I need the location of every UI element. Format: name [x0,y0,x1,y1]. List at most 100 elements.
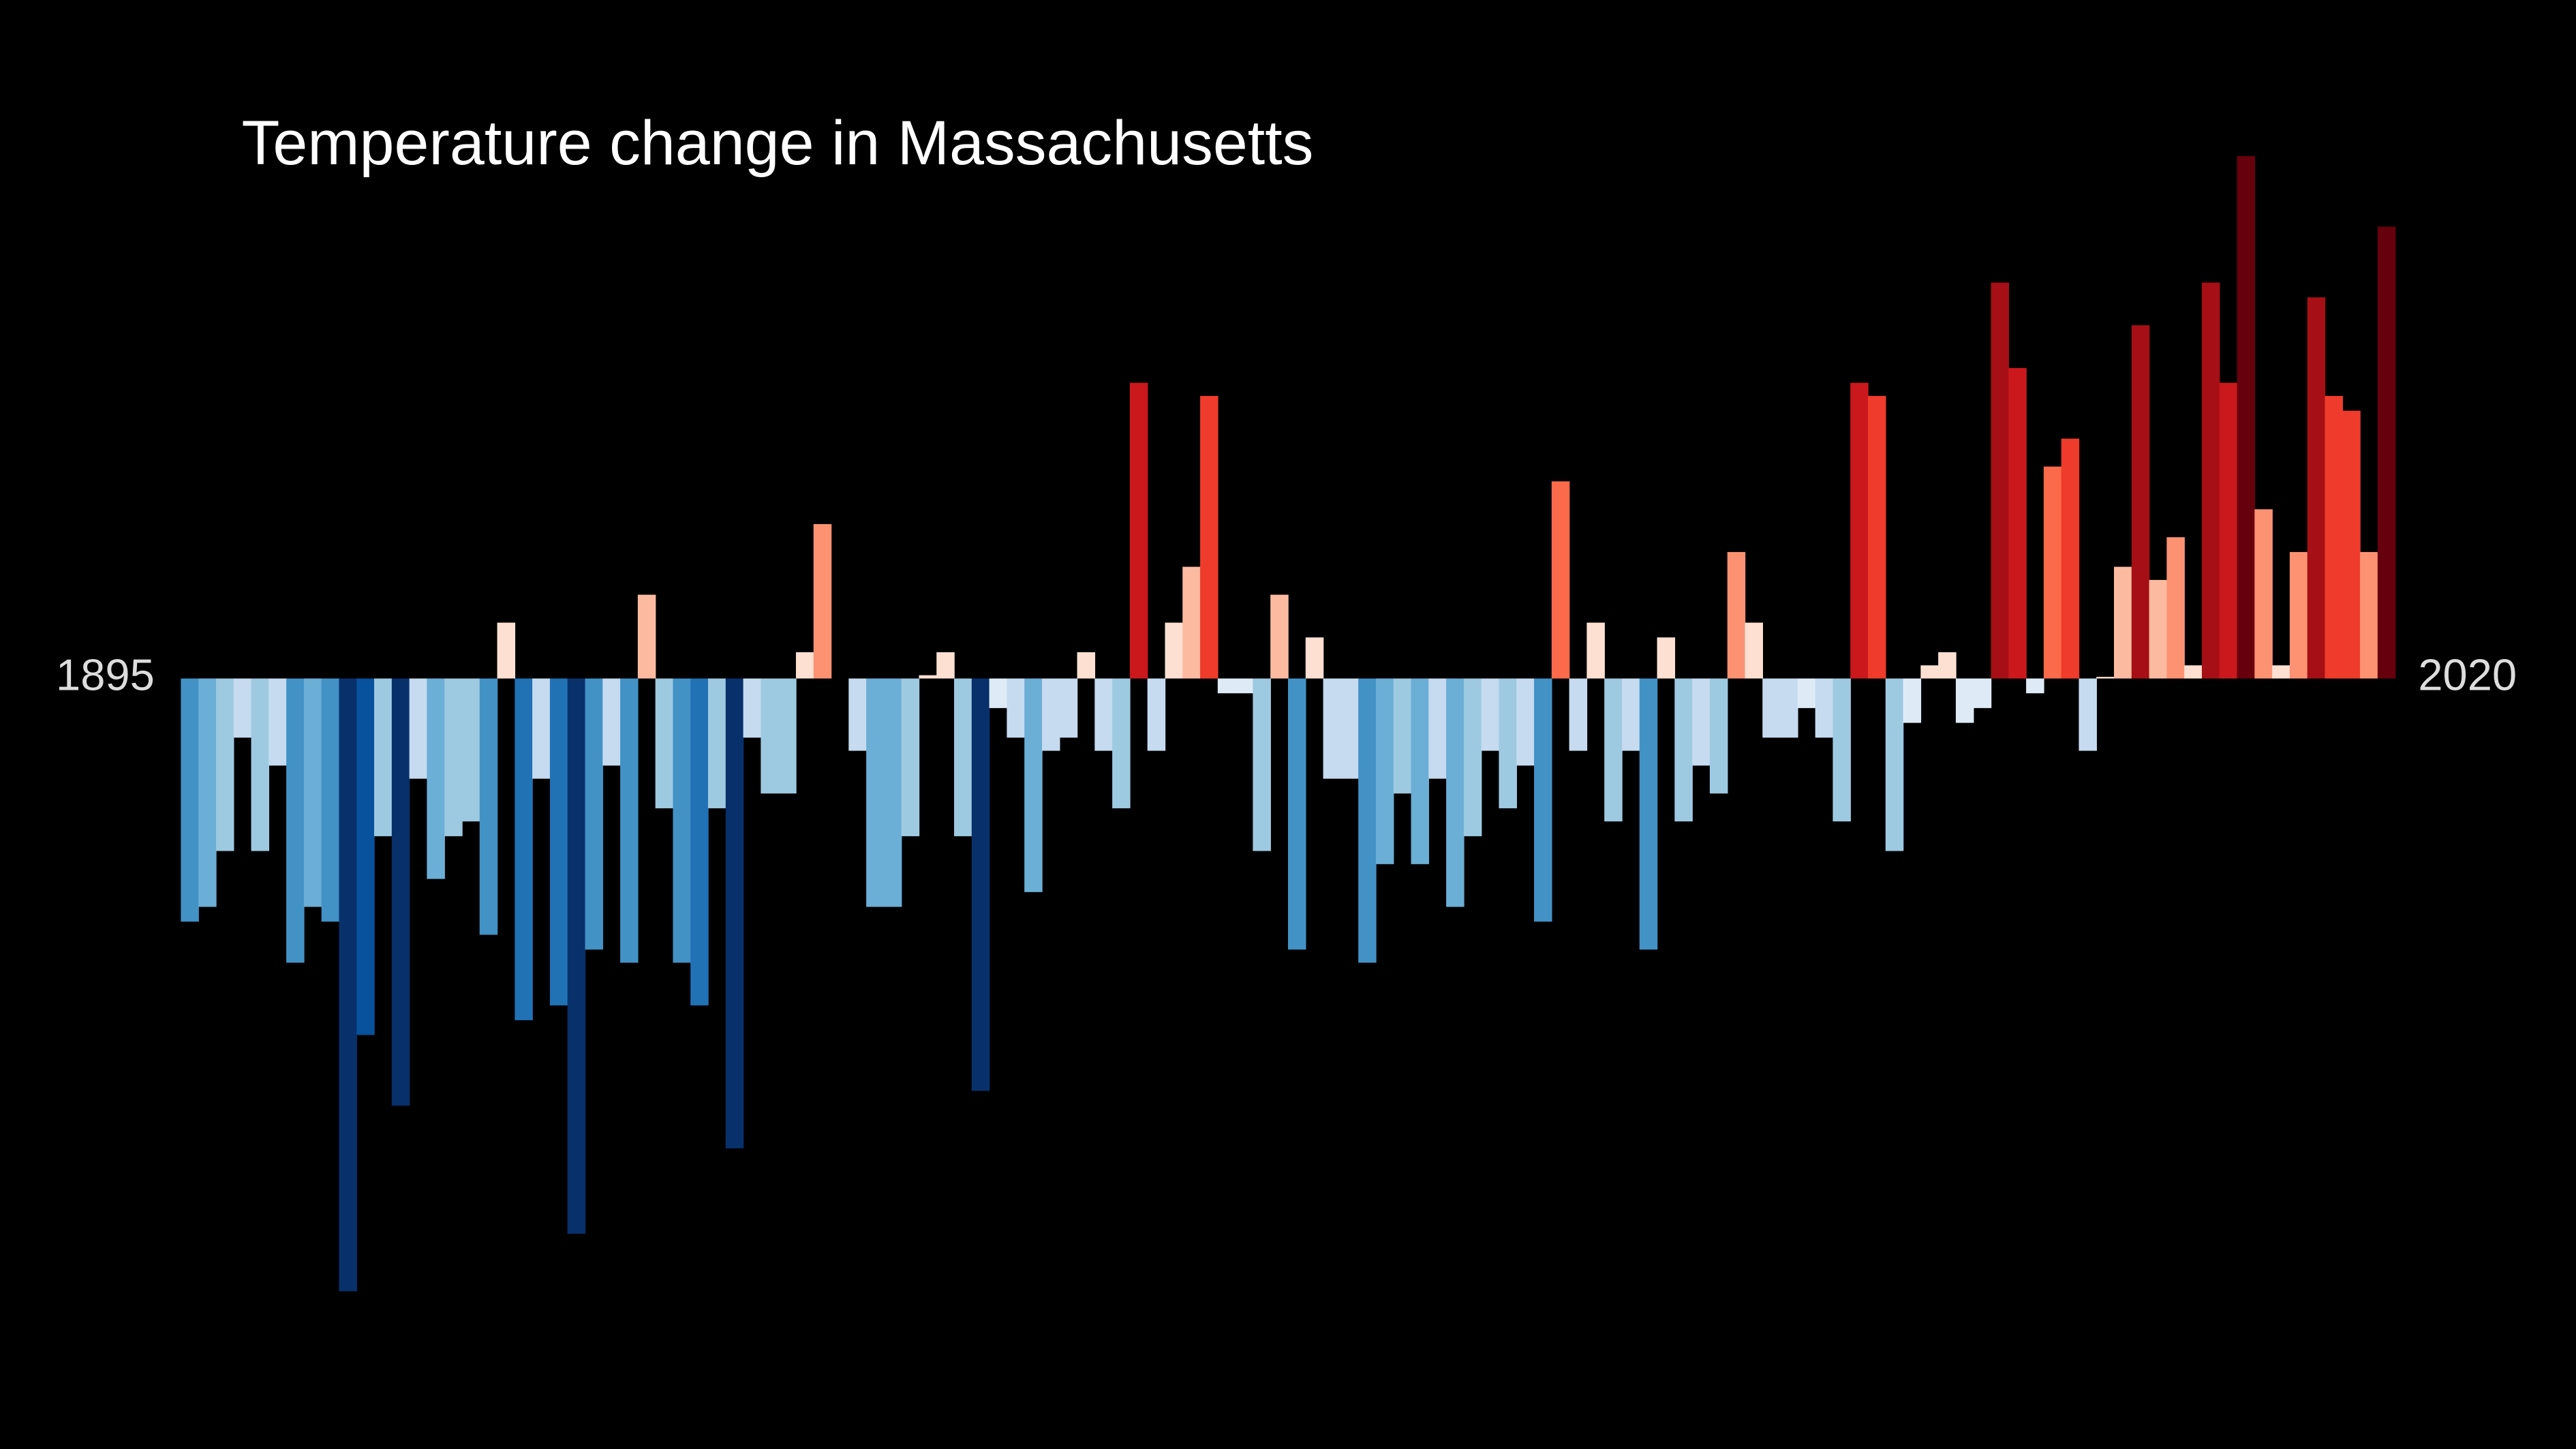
bar [1815,678,1834,738]
bar [1217,678,1236,694]
bar [2254,509,2273,679]
bar [813,523,832,679]
bar [1569,678,1588,751]
bar [251,678,270,851]
bar [1639,678,1658,950]
bar [901,678,920,836]
bar [1674,678,1693,822]
bar [2166,537,2185,679]
bar [2026,678,2044,694]
bar [1903,678,1922,723]
bar [2096,677,2115,679]
bar [2307,297,2326,679]
bar [321,678,340,922]
bar [673,678,691,963]
bar [303,678,322,907]
bar [1094,678,1113,751]
bar [2043,466,2062,679]
bar [1920,665,1939,679]
bar [269,678,287,766]
bar [286,678,305,963]
bar [1041,678,1060,751]
bar [1147,678,1166,751]
bar [567,678,586,1234]
bar [2008,367,2027,679]
bar [1657,637,1676,679]
bar [549,678,568,1006]
bar [1007,678,1025,738]
bar [1973,678,1992,708]
bar [409,678,428,779]
bar [1833,678,1851,822]
bar [1938,652,1957,679]
bar [620,678,639,963]
x-tick-label: 2020 [2418,650,2517,700]
bar [1692,678,1711,766]
bar [708,678,726,808]
bar [1621,678,1640,751]
bar [655,678,674,808]
bar [1551,481,1570,679]
bar [2377,226,2396,679]
bar [883,678,902,907]
bar [215,678,234,851]
bar [1270,594,1289,679]
bar [1077,652,1096,679]
bar [1200,395,1218,679]
bar [1129,382,1148,679]
bar [1253,678,1271,851]
bar [2325,395,2343,679]
bar [1375,678,1394,864]
bar [374,678,393,836]
bar [954,678,972,836]
bar [1534,678,1552,922]
bar [1323,678,1342,779]
bar [2272,665,2290,679]
x-tick-label: 1895 [56,650,155,700]
bar [1305,637,1324,679]
bar [919,675,937,679]
bar [637,594,656,679]
bar [866,678,885,907]
bar [1762,678,1781,738]
bar [2219,382,2238,679]
bar [1059,678,1078,738]
bar [233,678,252,738]
bar [356,678,375,1035]
bar [1850,382,1869,679]
bar [848,678,867,751]
bar [1463,678,1482,836]
bar [1604,678,1623,822]
bar [1797,678,1816,708]
bar [778,678,797,794]
bar [971,678,990,1091]
bar [198,678,217,907]
bar [1745,622,1763,679]
bar [181,678,199,922]
bar [2131,325,2150,679]
bar [602,678,621,766]
bar [743,678,762,738]
bar [690,678,709,1006]
bar [1727,551,1746,679]
bar [1340,678,1359,779]
bar [391,678,410,1106]
bar [1235,678,1254,694]
bar [1709,678,1728,794]
bar [479,678,498,935]
bar [2114,566,2132,679]
bar [1358,678,1377,963]
bar [936,652,955,679]
bar [1411,678,1430,864]
bar [2201,282,2220,679]
bar [585,678,603,950]
bar [2184,665,2203,679]
bar [1867,395,1886,679]
bar [1024,678,1043,892]
bar [1428,678,1447,779]
bar [795,652,814,679]
bar [515,678,533,1020]
bar [1586,622,1605,679]
bar [2237,155,2256,679]
